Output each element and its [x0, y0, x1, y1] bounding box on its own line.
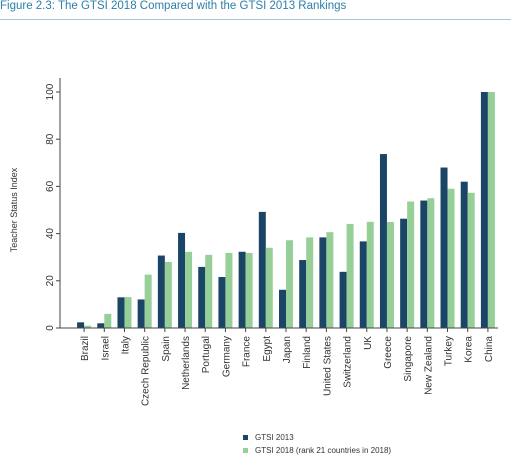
x-category-label: Egypt — [262, 336, 273, 362]
bar-2018 — [347, 224, 354, 328]
y-tick-label: 80 — [45, 133, 56, 145]
bar-2018 — [468, 193, 475, 328]
x-category-label: Germany — [221, 336, 232, 377]
y-tick-label: 100 — [45, 83, 56, 100]
bar-2018 — [185, 252, 192, 328]
bar-2013 — [481, 92, 488, 328]
bar-2018 — [124, 297, 131, 328]
x-category-label: Japan — [282, 336, 293, 363]
bar-2013 — [380, 154, 387, 328]
bar-2013 — [279, 290, 286, 328]
bar-2013 — [117, 297, 124, 328]
bar-2013 — [400, 219, 407, 328]
bar-2018 — [266, 248, 273, 328]
x-category-label: Czech Republic — [141, 336, 152, 406]
bar-2018 — [145, 275, 152, 328]
x-category-label: Spain — [161, 336, 172, 362]
bar-2018 — [104, 314, 111, 328]
y-axis-label: Teacher Status Index — [9, 167, 19, 252]
legend-item-2018: GTSI 2018 (rank 21 countries in 2018) — [243, 444, 391, 457]
legend-label-2013: GTSI 2013 — [255, 433, 294, 442]
bar-2013 — [360, 241, 367, 328]
x-category-label: Portugal — [201, 336, 212, 373]
x-category-label: New Zealand — [423, 336, 434, 395]
y-tick-label: 20 — [45, 275, 56, 287]
bar-2013 — [97, 323, 104, 328]
bar-2013 — [198, 267, 205, 328]
legend-swatch-2013 — [243, 435, 248, 440]
bar-2018 — [165, 262, 172, 328]
bar-2018 — [387, 222, 394, 328]
bar-2018 — [367, 222, 374, 328]
x-category-label: Korea — [464, 336, 475, 363]
bar-2018 — [488, 92, 495, 328]
legend-item-2013: GTSI 2013 — [243, 431, 391, 444]
bar-2013 — [138, 299, 145, 328]
x-category-label: France — [242, 336, 253, 368]
x-category-label: Netherlands — [181, 336, 192, 390]
bar-2018 — [286, 240, 293, 328]
bar-2013 — [461, 182, 468, 328]
bar-2013 — [259, 212, 266, 328]
x-category-label: Greece — [383, 336, 394, 369]
x-category-label: Italy — [120, 336, 131, 354]
bar-2013 — [158, 256, 165, 328]
bar-2013 — [441, 168, 448, 328]
bar-2018 — [407, 202, 414, 328]
bar-2018 — [205, 255, 212, 328]
bar-2013 — [319, 237, 326, 328]
bar-2013 — [420, 201, 427, 328]
y-tick-label: 60 — [45, 180, 56, 192]
x-category-label: Singapore — [403, 336, 414, 382]
x-category-label: UK — [363, 336, 374, 350]
x-category-label: United States — [322, 336, 333, 396]
bars-group — [77, 92, 495, 328]
bar-2013 — [340, 272, 347, 328]
bar-2018 — [306, 237, 313, 328]
legend-swatch-2018 — [243, 448, 248, 453]
bar-2013 — [77, 322, 84, 328]
bar-2013 — [239, 252, 246, 328]
x-category-label: Israel — [100, 336, 111, 360]
x-category-label: Finland — [302, 336, 313, 369]
bar-2018 — [225, 253, 232, 328]
bar-2018 — [448, 189, 455, 328]
bar-2013 — [299, 260, 306, 328]
y-tick-label: 40 — [45, 228, 56, 240]
x-category-label: China — [484, 336, 495, 363]
bar-2013 — [178, 233, 185, 328]
x-category-label: Switzerland — [343, 336, 354, 388]
bar-2018 — [246, 253, 253, 328]
legend-label-2018: GTSI 2018 (rank 21 countries in 2018) — [255, 446, 391, 455]
bar-2018 — [427, 198, 434, 328]
bar-2013 — [218, 277, 225, 328]
x-category-label: Turkey — [444, 336, 455, 366]
x-category-label: Brazil — [80, 336, 91, 361]
bar-2018 — [326, 232, 333, 328]
legend: GTSI 2013 GTSI 2018 (rank 21 countries i… — [243, 431, 391, 457]
y-tick-label: 0 — [45, 325, 56, 331]
